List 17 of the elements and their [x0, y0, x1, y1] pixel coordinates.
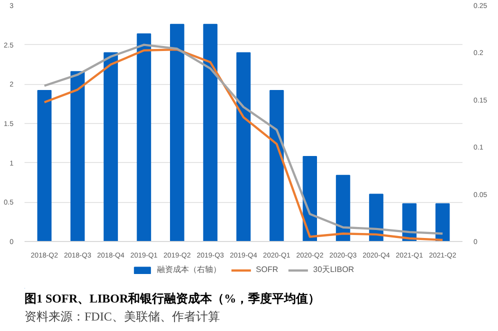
bar — [136, 33, 152, 242]
bar — [270, 90, 284, 242]
text: 图1 SOFR、LIBOR和银行融资成本（%，季度平均值） — [24, 292, 320, 306]
bar — [369, 194, 384, 242]
bar — [70, 71, 85, 242]
bar — [104, 52, 118, 242]
bar — [302, 156, 317, 242]
bar — [37, 90, 52, 242]
legend-label: 融资成本（右轴） — [156, 264, 221, 275]
legend-label: 30天LIBOR — [313, 264, 354, 275]
bar — [336, 174, 350, 242]
bar — [170, 24, 184, 242]
bar — [203, 24, 218, 242]
text: 资料来源：FDIC、美联储、作者计算 — [24, 310, 220, 324]
bar — [236, 52, 251, 242]
bar — [435, 203, 450, 242]
legend-label: SOFR — [256, 264, 278, 274]
